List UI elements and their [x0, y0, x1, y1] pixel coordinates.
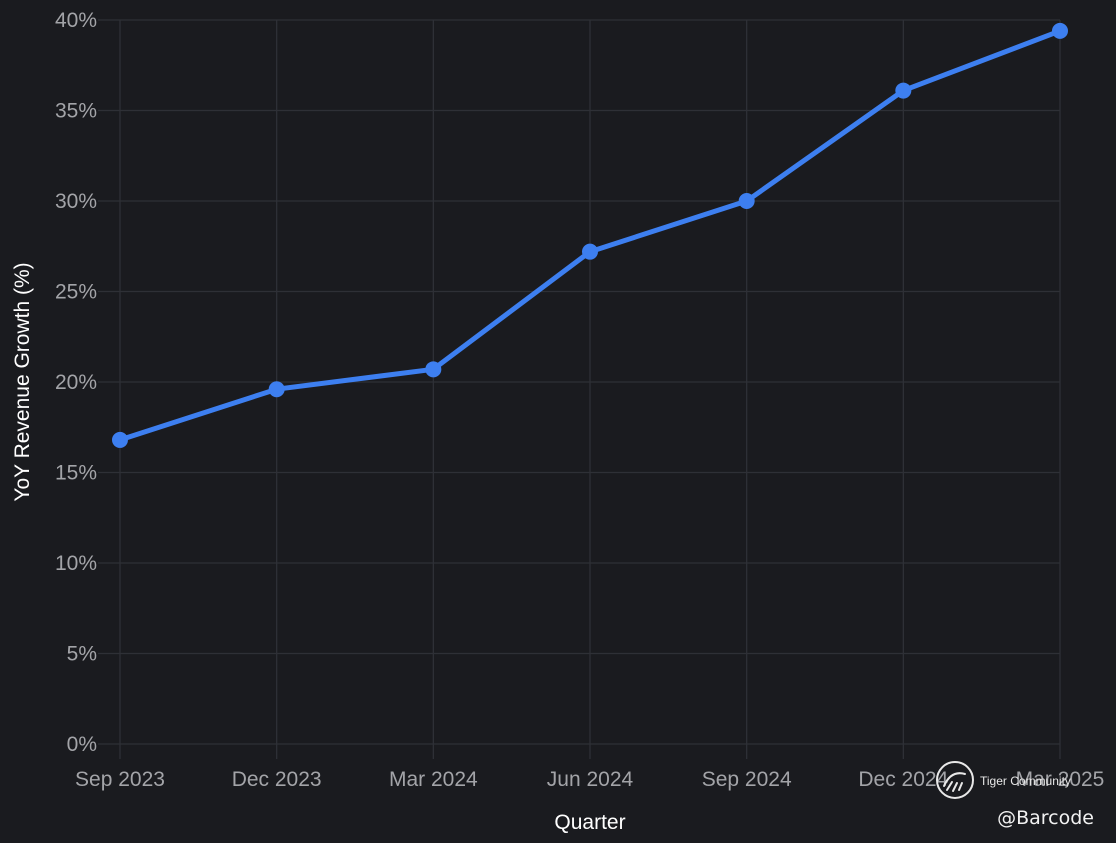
data-points — [112, 22, 1068, 448]
x-tick-label: Mar 2025 — [1016, 768, 1105, 791]
data-point — [268, 381, 285, 398]
data-point — [112, 431, 128, 448]
y-tick-label: 10% — [55, 552, 97, 575]
y-tick-label: 20% — [55, 371, 97, 394]
y-axis-ticks: 0% 5% 10% 15% 20% 25% 30% 35% 40% — [55, 9, 97, 756]
data-point — [582, 243, 598, 260]
x-tick-label: Dec 2023 — [232, 768, 322, 791]
x-axis-ticks: Sep 2023 Dec 2023 Mar 2024 Jun 2024 Sep 2024… — [75, 768, 1104, 791]
y-tick-label: 15% — [55, 462, 97, 485]
data-point — [425, 361, 442, 378]
watermark: Tiger Community @Barcode — [936, 761, 1094, 829]
data-point — [895, 82, 912, 99]
y-tick-label: 0% — [67, 733, 97, 756]
data-point — [1052, 22, 1068, 39]
grid — [98, 19, 1061, 759]
y-tick-label: 35% — [55, 100, 97, 123]
tiger-community-logo — [936, 761, 974, 799]
y-tick-label: 5% — [67, 643, 97, 666]
watermark-brand: Tiger Community — [980, 774, 1071, 788]
y-tick-label: 40% — [55, 9, 97, 32]
y-tick-label: 25% — [55, 281, 97, 304]
x-tick-label: Sep 2023 — [75, 768, 165, 791]
y-tick-label: 30% — [55, 190, 97, 213]
watermark-handle: @Barcode — [997, 807, 1094, 829]
x-tick-label: Sep 2024 — [702, 768, 792, 791]
x-tick-label: Dec 2024 — [858, 768, 948, 791]
data-point — [738, 193, 755, 209]
y-axis-title: YoY Revenue Growth (%) — [11, 262, 34, 501]
x-tick-label: Mar 2024 — [389, 768, 478, 791]
x-tick-label: Jun 2024 — [547, 768, 634, 791]
x-axis-title: Quarter — [554, 811, 625, 834]
